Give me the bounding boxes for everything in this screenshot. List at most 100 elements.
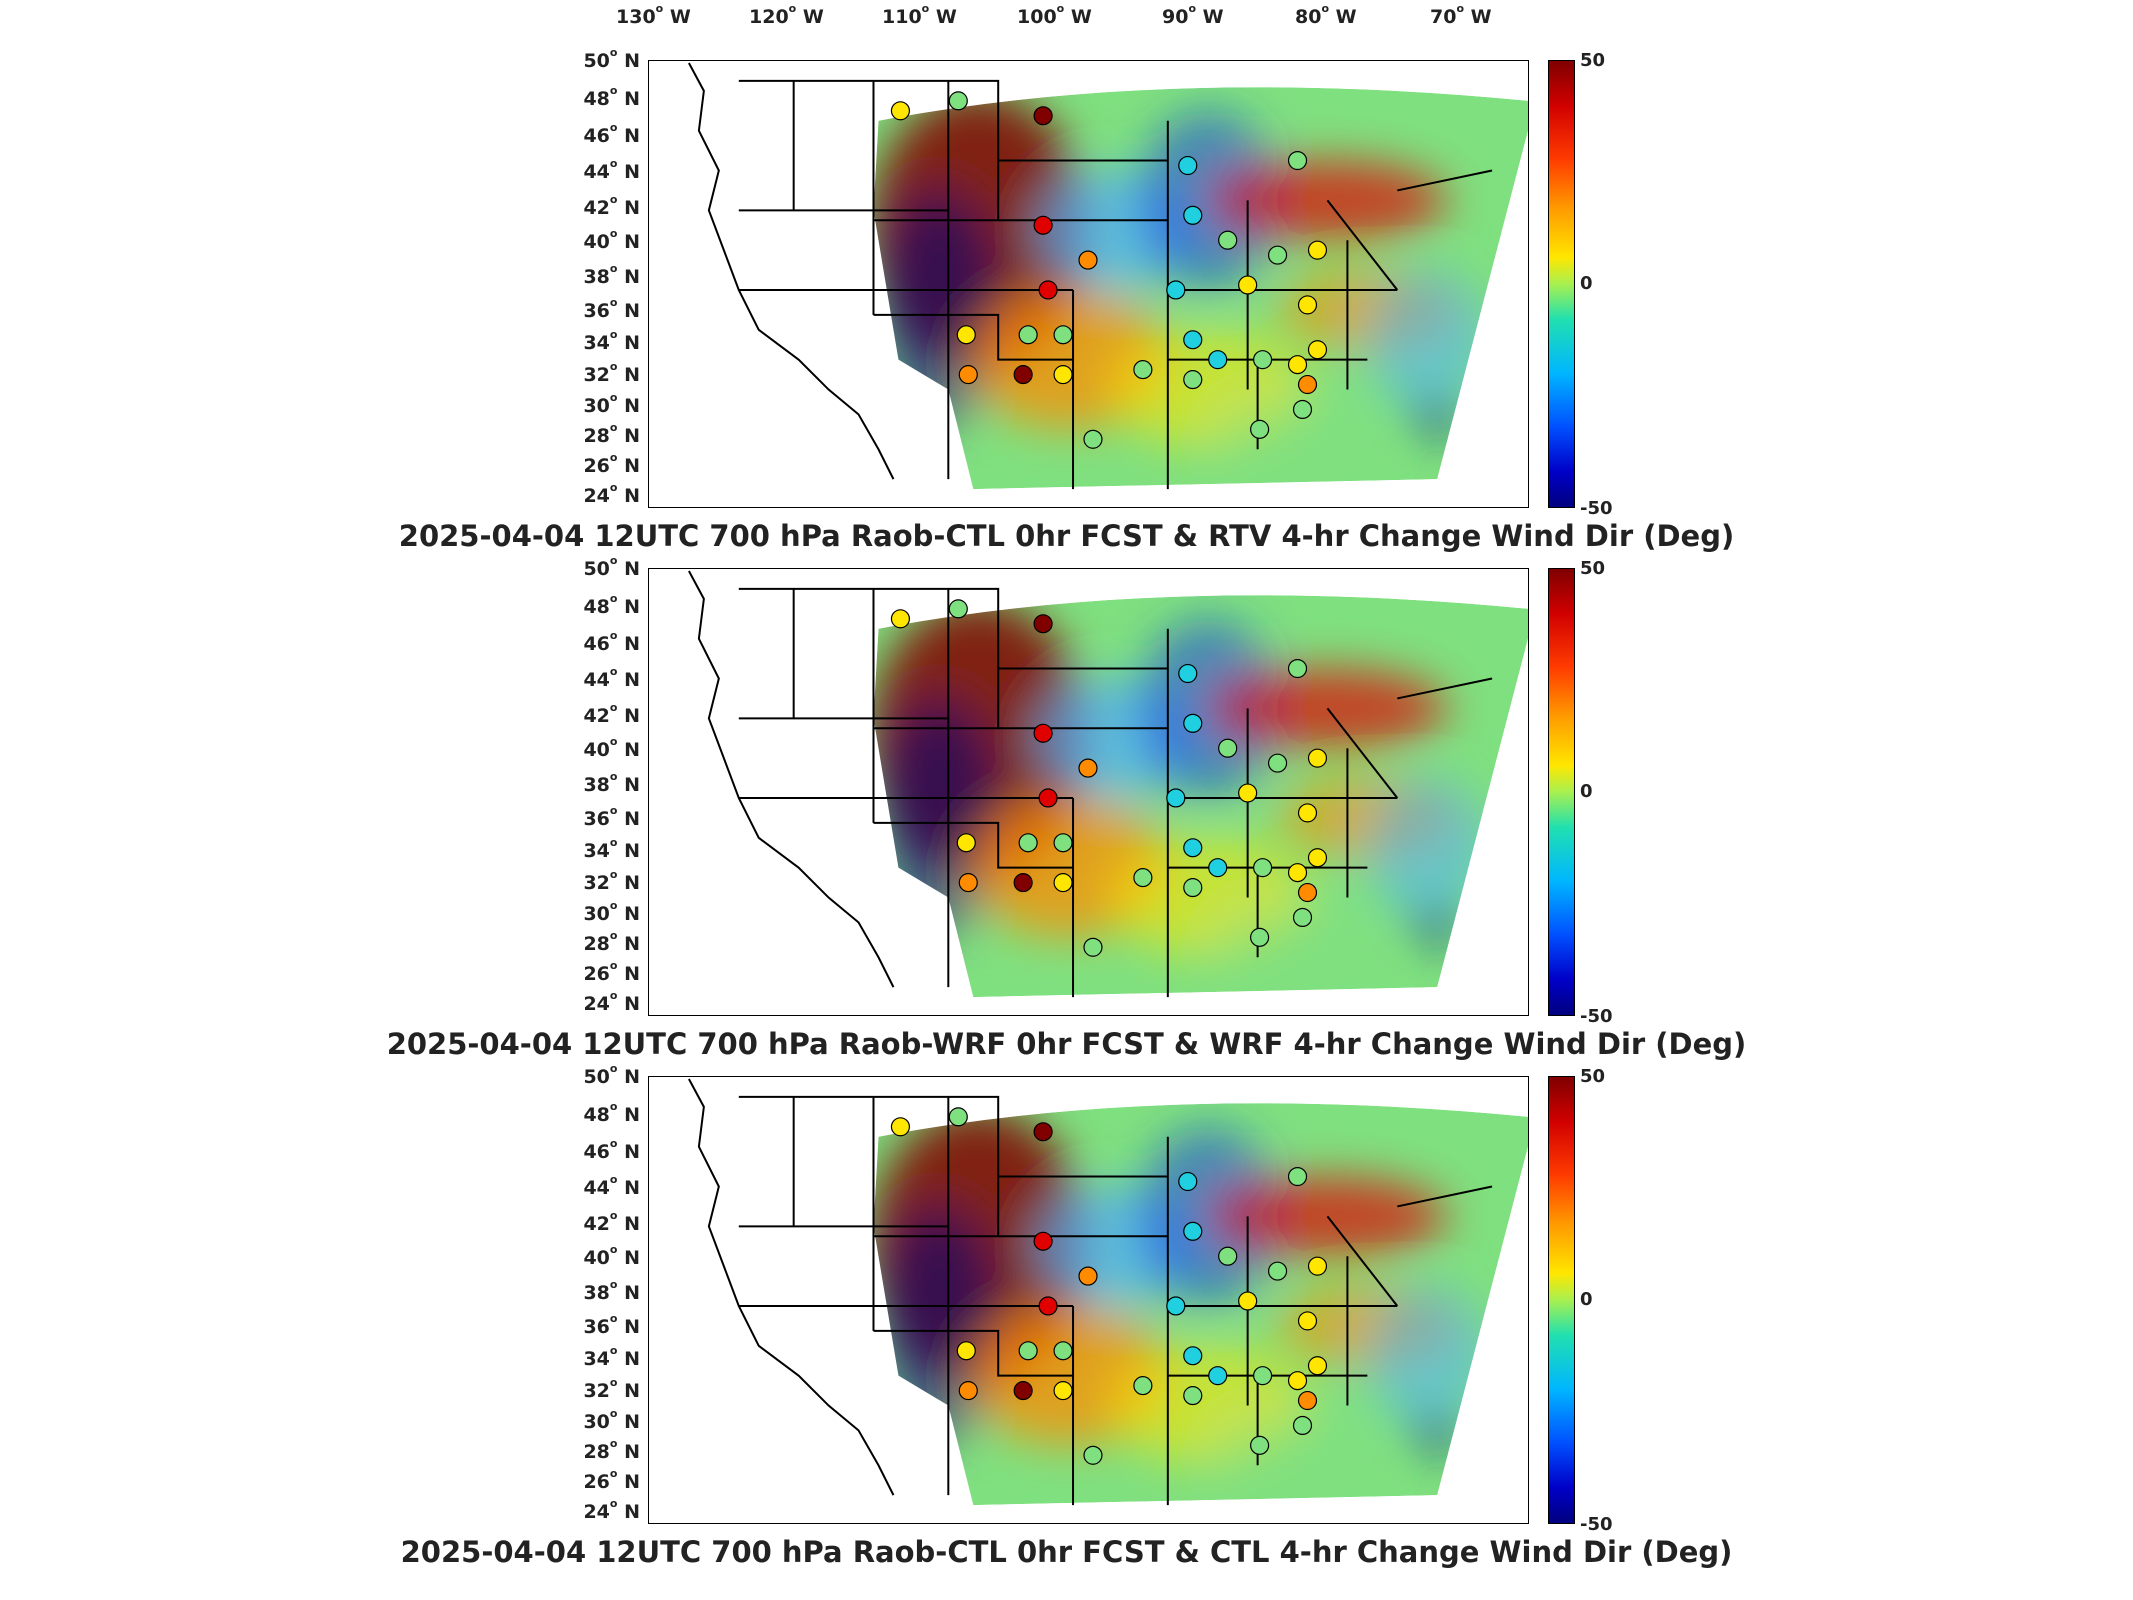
colorbar-tick-mid: 0 [1580,781,1593,802]
map-canvas [688,570,1528,998]
raob-station-marker [1178,663,1198,684]
colorbar-tick-max: 50 [1580,1066,1606,1087]
raob-station-marker [890,101,911,121]
field-region [1367,1286,1488,1426]
raob-station-marker [1038,1296,1058,1316]
lat-label: 24o N [583,989,640,1015]
map-canvas [688,62,1528,490]
lat-label: 38o N [583,1278,640,1304]
raob-station-marker [1038,788,1058,808]
raob-station-marker [1133,1376,1153,1396]
raob-station-marker [1287,1371,1308,1391]
raob-station-marker [1250,419,1270,439]
lat-label: 50o N [583,1062,640,1088]
raob-station-marker [956,325,976,345]
raob-station-marker [890,609,911,629]
raob-station-marker [948,599,968,619]
raob-station-marker [1183,1221,1203,1241]
field-region [1412,1420,1463,1451]
state-border [873,1329,1074,1377]
lat-label: 38o N [583,262,640,288]
raob-station-marker [1307,848,1328,868]
raob-station-marker [1287,1166,1308,1187]
lat-label: 36o N [583,804,640,830]
raob-station-marker [1053,873,1073,893]
lon-label: 110o W [882,2,957,28]
raob-station-marker [1218,738,1238,758]
raob-station-marker [1166,280,1186,300]
lat-label: 46o N [583,121,640,147]
raob-station-marker [1238,783,1258,803]
lat-label: 42o N [583,193,640,219]
lat-label: 26o N [583,959,640,985]
lat-label: 42o N [583,701,640,727]
raob-station-marker [1208,1366,1228,1386]
raob-station-marker [956,1341,976,1361]
colorbar [1548,1076,1575,1524]
lon-label: 80o W [1295,2,1357,28]
lat-label: 44o N [583,665,640,691]
panel-title: 2025-04-04 12UTC 700 hPa Raob-CTL 0hr FC… [400,1535,1733,1569]
lat-label: 40o N [583,735,640,761]
raob-station-marker [1013,1381,1033,1401]
lat-label: 30o N [583,391,640,417]
raob-station-marker [1033,1122,1053,1142]
field-region [1412,912,1463,943]
lat-label: 50o N [583,46,640,72]
map-plot [648,568,1529,1016]
raob-station-marker [1253,858,1273,878]
colorbar [1548,568,1575,1016]
lat-label: 36o N [583,296,640,322]
field-region [1367,778,1488,918]
colorbar-tick-max: 50 [1580,50,1606,71]
lon-label: 90o W [1162,2,1224,28]
raob-station-marker [1307,340,1328,360]
raob-station-marker [1297,1390,1318,1411]
west-coastline [688,570,895,988]
raob-station-marker [1078,250,1098,270]
raob-station-marker [1292,907,1313,927]
state-boundaries [688,1078,1493,1506]
lat-label: 34o N [583,836,640,862]
lat-label: 40o N [583,227,640,253]
field-region [1412,404,1463,435]
lat-label: 24o N [583,1497,640,1523]
state-border [873,313,1074,361]
raob-station-marker [1292,399,1313,419]
raob-station-marker [1297,374,1318,395]
raob-station-marker [1166,788,1186,808]
raob-station-marker [1053,833,1073,853]
raob-station-marker [1287,150,1308,171]
raob-station-marker [1033,614,1053,634]
lat-label: 38o N [583,770,640,796]
lat-label: 40o N [583,1243,640,1269]
lat-label: 28o N [583,929,640,955]
lat-label: 44o N [583,157,640,183]
raob-station-marker [1267,1261,1288,1281]
lat-label: 34o N [583,328,640,354]
lat-label: 36o N [583,1312,640,1338]
raob-station-marker [1307,1256,1328,1276]
raob-station-marker [1238,1291,1258,1311]
state-border [1326,707,1399,799]
map-plot [648,60,1529,508]
raob-station-marker [948,91,968,111]
raob-station-marker [1253,350,1273,370]
raob-station-marker [1033,1231,1053,1251]
lat-label: 34o N [583,1344,640,1370]
colorbar-tick-min: -50 [1580,1006,1613,1027]
raob-station-marker [1208,350,1228,370]
panel-title: 2025-04-04 12UTC 700 hPa Raob-CTL 0hr FC… [398,519,1735,553]
lat-label: 48o N [583,84,640,110]
lat-label: 48o N [583,1100,640,1126]
raob-station-marker [1267,245,1288,265]
raob-station-marker [1297,803,1318,823]
west-coastline [688,62,895,480]
field-region [878,1206,999,1446]
map-canvas [688,1078,1528,1506]
lat-label: 32o N [583,868,640,894]
raob-station-marker [1133,360,1153,380]
lat-label: 42o N [583,1209,640,1235]
map-plot [648,1076,1529,1524]
raob-station-marker [1013,365,1033,385]
